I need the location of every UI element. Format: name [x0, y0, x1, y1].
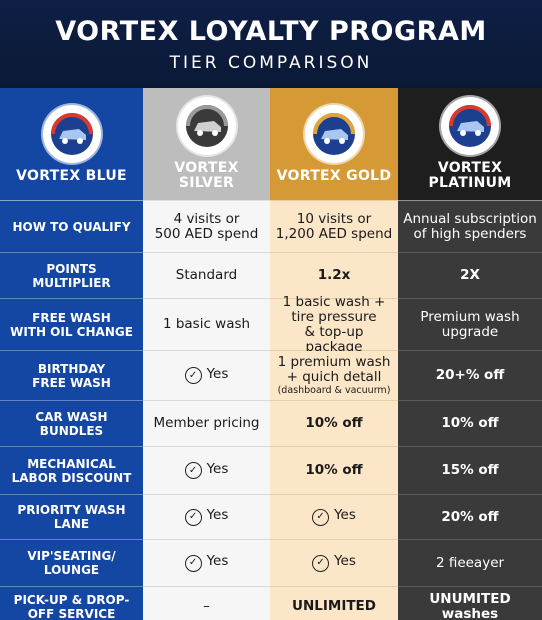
- cell-gold: 10% off: [270, 401, 398, 447]
- cell-value: 1 basic wash + tire pressure & top-up pa…: [282, 293, 386, 355]
- check-circle-icon: ✓: [184, 554, 202, 572]
- tier-header-silver: VORTEX SILVER: [143, 88, 270, 201]
- cell-value: Yes: [206, 365, 229, 382]
- header: VORTEX LOYALTY PROGRAM TIER COMPARISON: [0, 0, 542, 88]
- cell-value: Standard: [175, 267, 238, 283]
- cell-platinum: 15% off: [398, 447, 542, 495]
- cell-value: Yes: [206, 553, 229, 570]
- cell-silver: 4 visits or 500 AED spend: [143, 201, 270, 253]
- cell-value: VIP'SEATING/ LOUNGE: [27, 549, 116, 577]
- cell-platinum: Premium wash upgrade: [398, 299, 542, 351]
- cell-value: MECHANICAL LABOR DISCOUNT: [11, 456, 132, 485]
- cell-value: POINTS MULTIPLIER: [32, 261, 111, 290]
- cell-value: FREE WASH WITH OIL CHANGE: [10, 310, 133, 339]
- page-subtitle: TIER COMPARISON: [169, 53, 373, 73]
- cell-value: Yes: [334, 553, 356, 570]
- cell-value: 4 visits or 500 AED spend: [154, 210, 259, 242]
- row-label: PICK-UP & DROP- OFF SERVICE: [0, 587, 143, 620]
- cell-gold: 1 basic wash + tire pressure & top-up pa…: [270, 294, 398, 354]
- tier-name: VORTEX GOLD: [276, 167, 392, 184]
- cell-gold: UNLIMITED: [270, 587, 398, 620]
- cell-silver: 1 basic wash: [143, 299, 270, 351]
- car-emblem-icon: [441, 97, 499, 155]
- cell-value: 10 visits or 1,200 AED spend: [275, 210, 393, 242]
- cell-silver: ✓ Yes: [143, 495, 270, 540]
- cell-value: Yes: [206, 460, 229, 477]
- check-circle-icon: ✓: [184, 462, 202, 480]
- cell-value: Yes: [334, 507, 356, 524]
- check-circle-icon: ✓: [184, 367, 202, 385]
- tier-name: VORTEX SILVER: [174, 160, 239, 191]
- cell-platinum: Annual subscription of high spenders: [398, 201, 542, 253]
- tier-name: VORTEX BLUE: [16, 167, 127, 184]
- cell-silver: Standard: [143, 253, 270, 299]
- cell-value: 15% off: [441, 462, 499, 478]
- cell-gold: 1 premium wash + quich detall (dashboard …: [270, 351, 398, 401]
- tier-header-platinum: VORTEX PLATINUM: [398, 88, 542, 201]
- check-circle-icon: ✓: [312, 508, 330, 526]
- row-label: BIRTHDAY FREE WASH: [0, 351, 143, 401]
- cell-value: BIRTHDAY FREE WASH: [32, 361, 111, 390]
- cell-value: 1 basic wash: [162, 316, 251, 332]
- cell-value: UNUMITED washes: [429, 590, 511, 620]
- cell-silver: ✓ Yes: [143, 351, 270, 401]
- cell-value: 2X: [460, 267, 480, 283]
- tier-header-blue: VORTEX BLUE: [0, 88, 143, 201]
- cell-value: –: [203, 598, 210, 614]
- cell-value: Premium wash upgrade: [420, 308, 520, 340]
- cell-value: 2 fieeayer: [435, 554, 505, 571]
- cell-gold: ✓ Yes: [270, 540, 398, 587]
- cell-platinum: 20% off: [398, 495, 542, 540]
- cell-platinum: UNUMITED washes: [398, 587, 542, 620]
- cell-value: 1.2x: [317, 267, 351, 283]
- cell-value: 10% off: [305, 415, 363, 431]
- cell-platinum: 2X: [398, 253, 542, 299]
- row-label: MECHANICAL LABOR DISCOUNT: [0, 447, 143, 495]
- cell-platinum: 10% off: [398, 401, 542, 447]
- cell-platinum: 20+% off: [398, 351, 542, 401]
- page-title: VORTEX LOYALTY PROGRAM: [55, 16, 487, 47]
- row-label: CAR WASH BUNDLES: [0, 401, 143, 447]
- cell-value: Member pricing: [153, 415, 260, 431]
- cell-silver: ✓ Yes: [143, 540, 270, 587]
- cell-value: Yes: [206, 507, 229, 524]
- cell-value: 20% off: [441, 508, 499, 525]
- cell-value: PRIORITY WASH LANE: [17, 503, 126, 531]
- cell-silver: –: [143, 587, 270, 620]
- tier-table: VORTEX BLUE VORTEX SILVER VORTEX GOLD VO…: [0, 88, 542, 620]
- row-label: FREE WASH WITH OIL CHANGE: [0, 299, 143, 351]
- cell-platinum: 2 fieeayer: [398, 540, 542, 587]
- row-label: VIP'SEATING/ LOUNGE: [0, 540, 143, 587]
- car-emblem-icon: [177, 97, 236, 155]
- cell-gold: 1.2x: [270, 253, 398, 299]
- row-label: PRIORITY WASH LANE: [0, 495, 143, 540]
- cell-value: UNLIMITED: [292, 598, 376, 614]
- car-emblem-icon: [305, 104, 363, 163]
- row-label: POINTS MULTIPLIER: [0, 253, 143, 299]
- cell-value: 10% off: [441, 415, 499, 431]
- cell-value: PICK-UP & DROP- OFF SERVICE: [13, 592, 130, 620]
- cell-value: 20+% off: [435, 367, 505, 383]
- car-emblem-icon: [42, 104, 101, 163]
- cell-value: Annual subscription of high spenders: [403, 210, 537, 242]
- cell-value: 1 premium wash + quich detall: [277, 354, 391, 385]
- tier-name: VORTEX PLATINUM: [428, 160, 512, 191]
- cell-value: HOW TO QUALIFY: [12, 219, 131, 234]
- cell-note: (dashboard & vacuurm): [277, 385, 391, 396]
- cell-gold: 10% off: [270, 447, 398, 495]
- tier-header-gold: VORTEX GOLD: [270, 88, 398, 201]
- cell-silver: Member pricing: [143, 401, 270, 447]
- cell-gold: 10 visits or 1,200 AED spend: [270, 201, 398, 253]
- cell-value: 10% off: [305, 462, 363, 478]
- row-label: HOW TO QUALIFY: [0, 201, 143, 253]
- check-circle-icon: ✓: [184, 508, 202, 526]
- cell-gold: ✓ Yes: [270, 495, 398, 540]
- cell-value: CAR WASH BUNDLES: [35, 409, 108, 438]
- cell-silver: ✓ Yes: [143, 447, 270, 495]
- check-circle-icon: ✓: [312, 554, 330, 572]
